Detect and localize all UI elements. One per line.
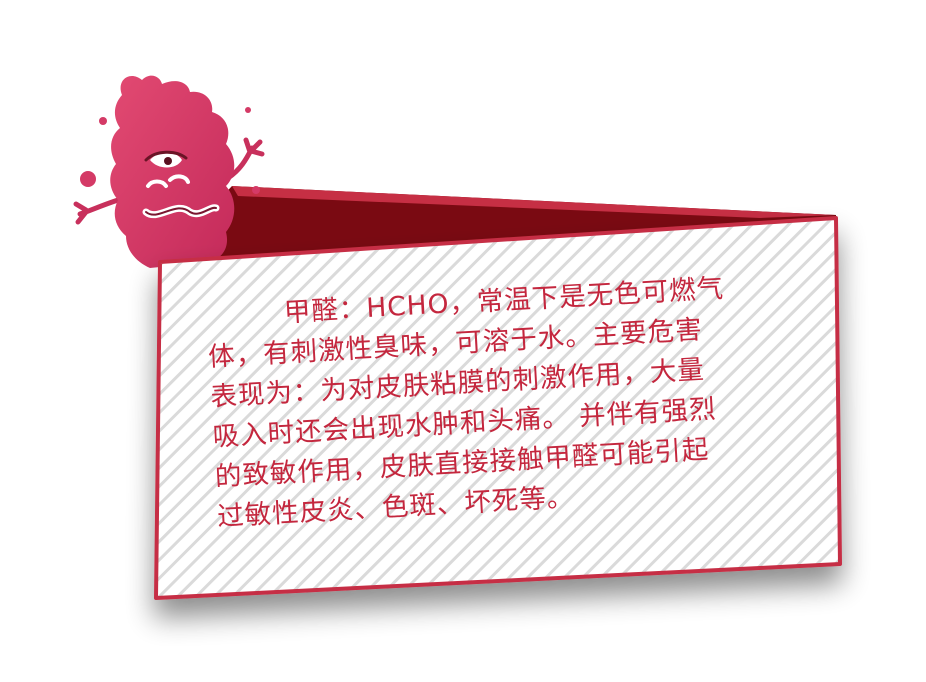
- info-card: [154, 216, 842, 600]
- card-back: [160, 186, 836, 262]
- card-text: 甲醛：HCHO，常温下是无色可燃气 体，有刺激性臭味，可溶于水。主要危害 表现为…: [205, 265, 807, 538]
- germ-monster-icon: [73, 75, 265, 269]
